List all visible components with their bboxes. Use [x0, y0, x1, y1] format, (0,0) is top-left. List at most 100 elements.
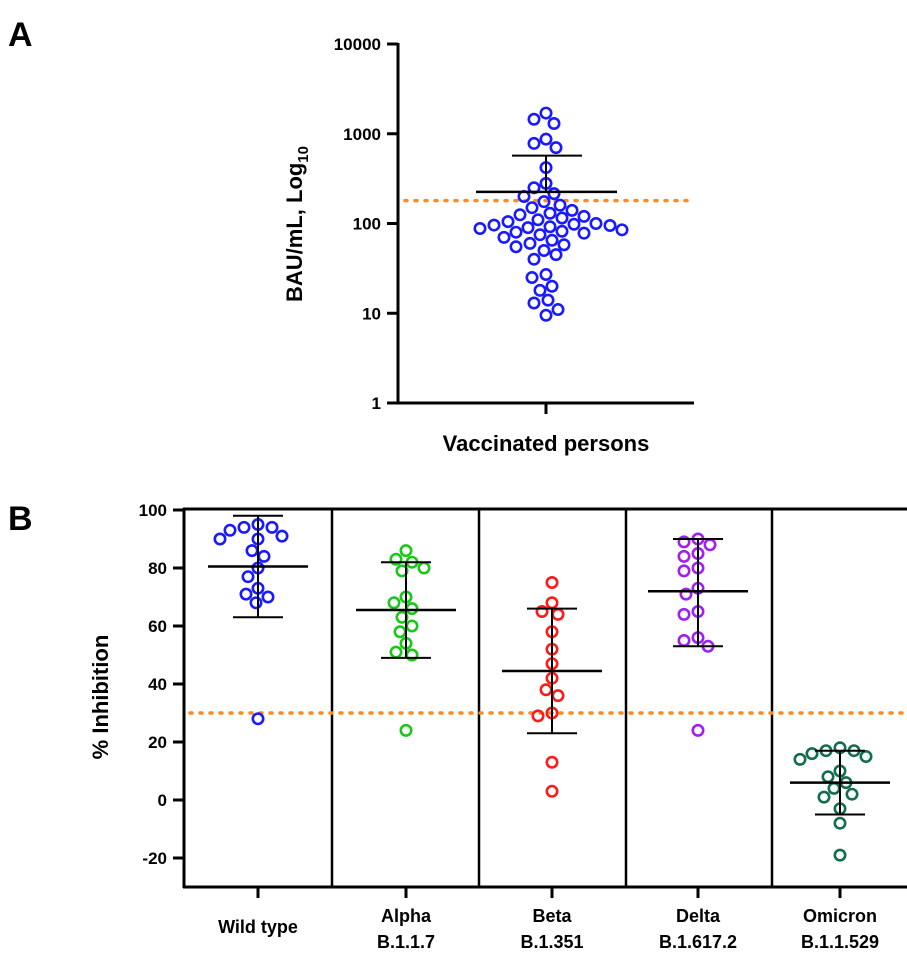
panel-b-data-point: [859, 749, 873, 763]
panel-b-data-point: [833, 816, 847, 830]
panel-a-data-point: [565, 203, 579, 217]
panel-a-data-point: [549, 248, 563, 262]
panel-b-data-point: [405, 619, 419, 633]
panel-a-data-point: [537, 195, 551, 209]
panel-b-data-point: [261, 590, 275, 604]
panel-b-data-point: [535, 604, 549, 618]
panel-a-y-tick-label: 1: [372, 394, 381, 413]
panel-b-data-point: [395, 564, 409, 578]
panel-b-y-axis-title: % Inhibition: [88, 635, 113, 760]
panel-a-data-point: [509, 225, 523, 239]
panel-a-data-point: [539, 268, 553, 282]
panel-b-letter: B: [8, 500, 33, 538]
panel-a-data-point: [553, 198, 567, 212]
panel-a-y-tick-label: 100: [353, 215, 381, 234]
panel-b-category-label: Omicron: [803, 906, 877, 926]
panel-a-data-point: [545, 233, 559, 247]
panel-a-data-point: [533, 283, 547, 297]
panel-b-data-point: [677, 549, 691, 563]
panel-b-data-point: [389, 552, 403, 566]
panel-b-data-point: [387, 596, 401, 610]
panel-a-data-point: [509, 240, 523, 254]
panel-b-data-point: [239, 587, 253, 601]
panel-b-data-point: [833, 848, 847, 862]
panel-a-data-point: [547, 187, 561, 201]
panel-b-data-point: [245, 544, 259, 558]
panel-a-data-point: [533, 228, 547, 242]
panel-a-data-point: [539, 106, 553, 120]
panel-b-data-point: [241, 570, 255, 584]
panel-b-data-point: [551, 689, 565, 703]
panel-b-data-point: [531, 709, 545, 723]
panel-a-y-ticks: 1 10 100 1000 10000: [334, 35, 398, 413]
panel-a-letter: A: [8, 16, 33, 54]
panel-a-data-point: [525, 271, 539, 285]
panel-a-data-point: [557, 238, 571, 252]
panel-a-data-point: [551, 303, 565, 317]
panel-a-data-point: [549, 141, 563, 155]
panel-a-data-point: [497, 230, 511, 244]
panel-a-data-point: [541, 293, 555, 307]
panel-b-data-point: [405, 602, 419, 616]
panel-a-data-point: [567, 217, 581, 231]
panel-b-data-point: [213, 532, 227, 546]
panel-b-y-tick-label: -20: [142, 849, 167, 868]
panel-b-data-point: [545, 784, 559, 798]
panel-b-data-point: [805, 747, 819, 761]
panel-a-data-point: [537, 244, 551, 258]
panel-b-data-point: [395, 610, 409, 624]
panel-a-chart: 1 10 100 1000 10000 BAU/mL, Log10 Vaccinated…: [282, 35, 696, 456]
panel-b-data-point: [845, 787, 859, 801]
panel-b-data-point: [389, 645, 403, 659]
panel-b-data-point: [399, 723, 413, 737]
panel-a-data-point: [527, 136, 541, 150]
panel-b-category-sublabel: B.1.351: [520, 932, 583, 952]
panel-a-data-point: [539, 132, 553, 146]
panel-b-y-tick-label: 100: [139, 501, 167, 520]
panel-a-data-point: [577, 209, 591, 223]
panel-a-data-point: [589, 217, 603, 231]
panel-a-data-point: [525, 201, 539, 215]
panel-b-y-ticks: -20 0 20 40 60 80 100: [139, 501, 184, 868]
panel-b-data-point: [821, 770, 835, 784]
panel-b-category-sublabel: B.1.1.7: [377, 932, 435, 952]
panel-a-x-axis-title: Vaccinated persons: [443, 431, 650, 456]
panel-a-y-tick-label: 10000: [334, 35, 381, 54]
panel-a-data-point: [577, 226, 591, 240]
panel-a-data-point: [531, 213, 545, 227]
panel-b-data-point: [551, 607, 565, 621]
panel-a-data-point: [555, 211, 569, 225]
panel-b-data-point: [265, 520, 279, 534]
panel-a-points: [473, 106, 629, 322]
panel-b-data-point: [679, 587, 693, 601]
panel-b-data-point: [545, 575, 559, 589]
panel-a-y-axis-title: BAU/mL, Log10: [282, 146, 312, 302]
panel-a-data-point: [527, 112, 541, 126]
panel-b-data-point: [393, 625, 407, 639]
panel-a-data-point: [527, 252, 541, 266]
panel-b-data-point: [545, 755, 559, 769]
panel-a-mean-sd: [476, 154, 617, 194]
panel-b-data-point: [275, 529, 289, 543]
panel-b-data-point: [677, 564, 691, 578]
panel-a-y-tick-label: 10: [362, 304, 381, 323]
panel-b-data-point: [827, 781, 841, 795]
panel-b-mean-sd: [208, 514, 890, 816]
panel-a-data-point: [527, 296, 541, 310]
panel-a-data-point: [473, 221, 487, 235]
panel-b-data-point: [251, 712, 265, 726]
panel-a-data-point: [547, 117, 561, 131]
panel-b-data-point: [677, 607, 691, 621]
panel-a-data-point: [521, 221, 535, 235]
panel-b-data-point: [677, 633, 691, 647]
panel-b-data-point: [545, 596, 559, 610]
panel-b-category-label: Delta: [676, 906, 721, 926]
panel-b-data-point: [257, 549, 271, 563]
panel-b-y-tick-label: 40: [148, 675, 167, 694]
panel-b-category-sublabel: B.1.1.529: [801, 932, 879, 952]
panel-b-y-tick-label: 20: [148, 733, 167, 752]
panel-a-data-point: [543, 220, 557, 234]
panel-b-data-point: [223, 523, 237, 537]
panel-b-data-point: [417, 561, 431, 575]
